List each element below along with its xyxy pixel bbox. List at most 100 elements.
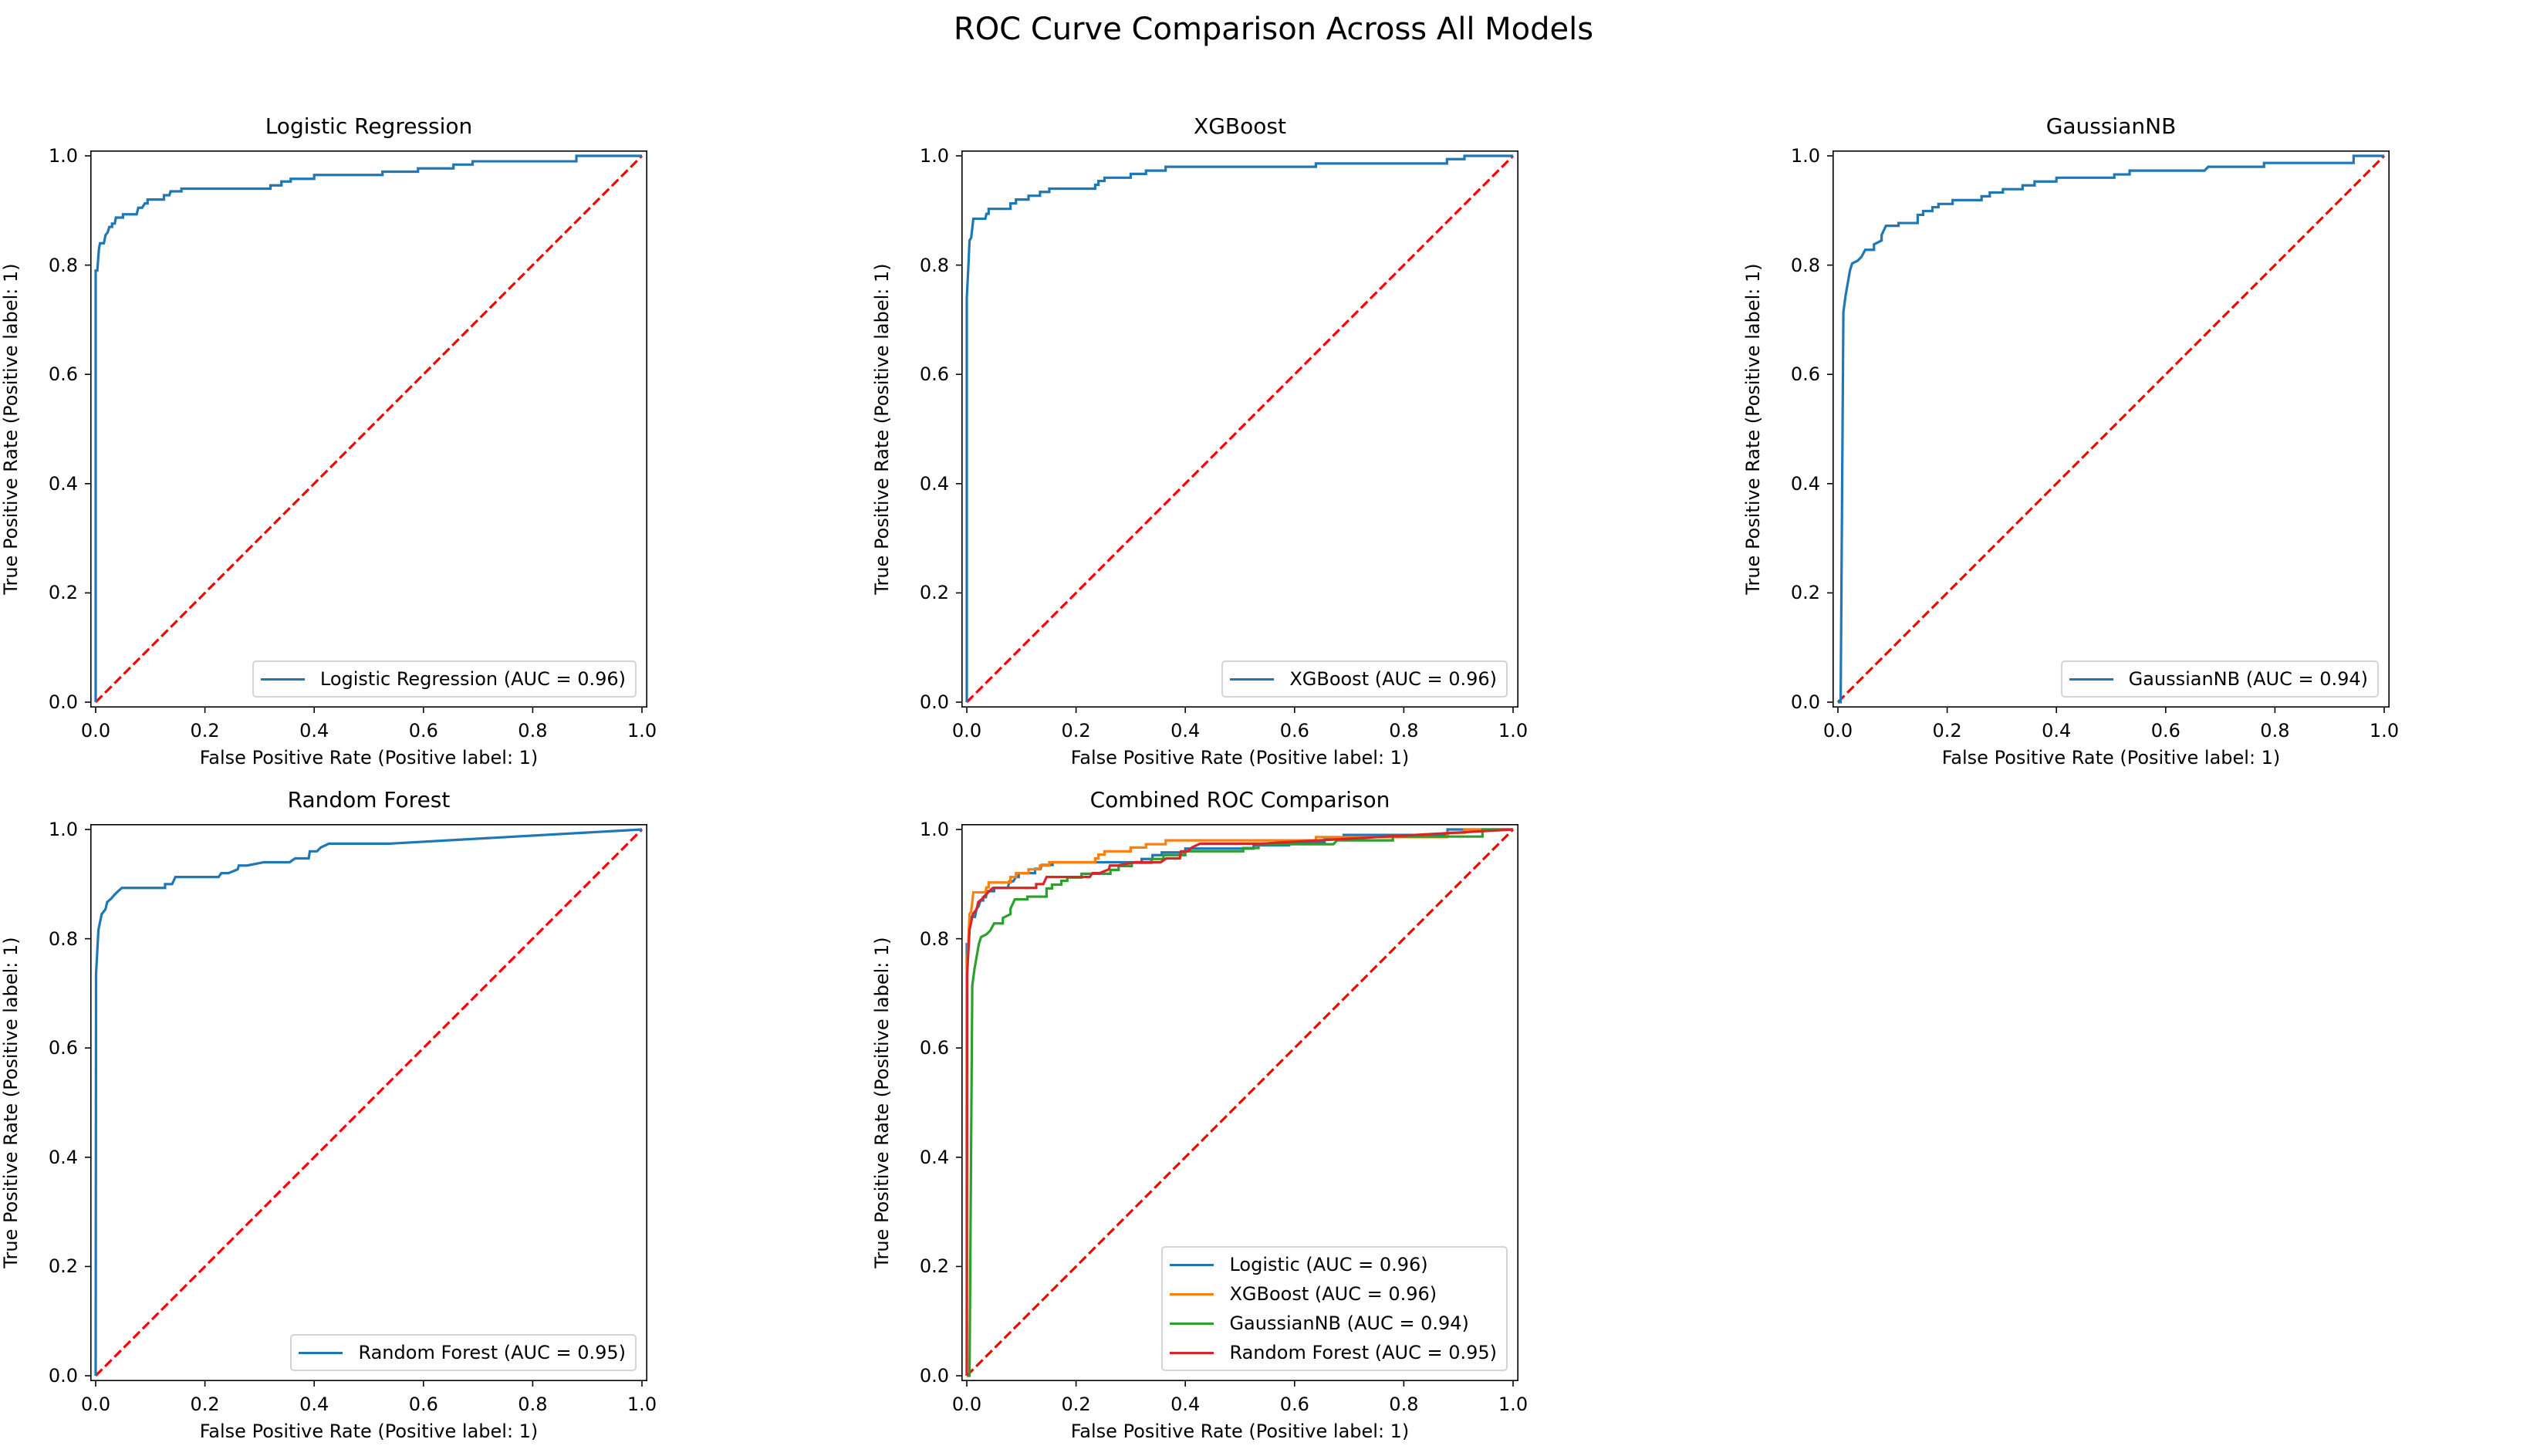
- legend-entry: GaussianNB (AUC = 0.94): [2069, 664, 2368, 694]
- subplot-title: GaussianNB: [2045, 113, 2177, 139]
- roc-curve-randomforest: [94, 828, 643, 1377]
- subplot-title: Random Forest: [287, 787, 451, 812]
- axes-frame: [1833, 150, 2390, 708]
- axes-frame: [90, 150, 648, 708]
- x-axis-label: False Positive Rate (Positive label: 1): [1070, 1421, 1410, 1442]
- legend-entry: Random Forest (AUC = 0.95): [1170, 1338, 1497, 1367]
- y-tick-label: 0.8: [919, 254, 949, 276]
- x-tick-label: 0.0: [951, 720, 982, 742]
- axes-frame: [961, 824, 1519, 1382]
- y-axis-label: True Positive Rate (Positive label: 1): [0, 263, 22, 595]
- legend-line-swatch: [2069, 677, 2113, 681]
- subplot-combined-roc-comparison: Combined ROC Comparison 0.0 0.0 0.2 0.2 0.4 0.…: [871, 787, 1528, 1442]
- x-tick-label: 1.0: [1498, 720, 1529, 742]
- x-axis-label: False Positive Rate (Positive label: 1): [1070, 747, 1410, 769]
- chance-diagonal-line: [94, 828, 644, 1377]
- y-tick-label: 0.0: [48, 691, 78, 713]
- y-axis-label: True Positive Rate (Positive label: 1): [1742, 263, 1764, 595]
- plot-area: [956, 150, 1519, 713]
- y-tick-label: 0.2: [48, 1255, 78, 1278]
- legend: GaussianNB (AUC = 0.94): [2060, 660, 2379, 698]
- x-tick-label: 1.0: [627, 720, 657, 742]
- subplot-xgboost: XGBoost 0.0 0.0 0.2 0.2 0.4 0.4 0.6 0.6 0.8 0.8 1.0…: [871, 113, 1528, 769]
- y-tick-label: 0.2: [1790, 582, 1820, 604]
- roc-curve-xgboost: [965, 828, 1513, 1376]
- chance-diagonal-line: [94, 154, 644, 704]
- y-tick-label: 0.8: [48, 254, 78, 276]
- y-tick-label: 1.0: [48, 145, 78, 167]
- x-tick-label: 0.6: [408, 720, 438, 742]
- x-tick-label: 0.6: [1279, 1394, 1309, 1415]
- x-tick-label: 0.6: [2150, 720, 2180, 742]
- plot-area: [85, 150, 648, 713]
- legend: Random Forest (AUC = 0.95): [290, 1334, 637, 1371]
- x-tick-label: 0.2: [1932, 720, 1962, 742]
- y-tick-label: 0.2: [919, 582, 949, 604]
- chance-diagonal-line: [965, 154, 1515, 704]
- y-tick-label: 0.0: [1790, 691, 1820, 713]
- y-tick-label: 0.6: [919, 363, 949, 386]
- plot-area: [956, 824, 1519, 1387]
- y-tick-label: 1.0: [919, 145, 949, 167]
- chance-diagonal-line: [1836, 154, 2386, 704]
- plot-area: [85, 824, 648, 1387]
- x-tick-label: 0.2: [190, 1394, 220, 1415]
- y-tick-label: 0.8: [48, 927, 78, 950]
- legend-entry: XGBoost (AUC = 0.96): [1230, 664, 1497, 694]
- x-tick-label: 0.8: [518, 720, 548, 742]
- roc-curve-xgboost: [965, 154, 1513, 702]
- x-tick-label: 0.0: [951, 1394, 982, 1415]
- plot-area: [1827, 150, 2390, 713]
- x-axis-label: False Positive Rate (Positive label: 1): [199, 1421, 539, 1442]
- legend-label: XGBoost (AUC = 0.96): [1289, 668, 1497, 690]
- legend-entry: XGBoost (AUC = 0.96): [1170, 1279, 1497, 1309]
- roc-curve-logistic: [94, 154, 642, 702]
- y-tick-label: 0.8: [1790, 254, 1820, 276]
- y-axis-label: True Positive Rate (Positive label: 1): [871, 263, 893, 595]
- subplot-title: XGBoost: [1194, 113, 1286, 139]
- y-tick-label: 0.8: [919, 927, 949, 950]
- legend-label: Random Forest (AUC = 0.95): [358, 1342, 626, 1363]
- y-tick-label: 0.4: [48, 1146, 78, 1168]
- subplot-title: Logistic Regression: [265, 113, 473, 139]
- y-tick-label: 1.0: [48, 819, 78, 840]
- x-tick-label: 0.8: [518, 1394, 548, 1415]
- x-tick-label: 0.0: [80, 1394, 111, 1415]
- legend-line-swatch: [1170, 1322, 1214, 1325]
- legend-label: XGBoost (AUC = 0.96): [1229, 1283, 1437, 1305]
- x-tick-label: 1.0: [2369, 720, 2400, 742]
- legend-line-swatch: [1170, 1292, 1214, 1296]
- y-tick-label: 0.2: [919, 1255, 949, 1278]
- figure-title: ROC Curve Comparison Across All Models: [953, 12, 1594, 47]
- legend: Logistic (AUC = 0.96) XGBoost (AUC = 0.96…: [1161, 1246, 1508, 1371]
- x-tick-label: 0.4: [1170, 1394, 1201, 1415]
- y-tick-label: 0.4: [48, 472, 78, 495]
- x-tick-label: 0.8: [1389, 720, 1419, 742]
- y-tick-label: 0.0: [919, 1365, 949, 1387]
- legend-line-swatch: [1170, 1351, 1214, 1354]
- x-tick-label: 0.4: [299, 720, 329, 742]
- legend-label: GaussianNB (AUC = 0.94): [2128, 668, 2368, 690]
- y-tick-label: 0.6: [1790, 363, 1820, 386]
- legend-label: GaussianNB (AUC = 0.94): [1229, 1312, 1469, 1334]
- x-tick-label: 0.2: [1061, 720, 1091, 742]
- subplot-logistic-regression: Logistic Regression 0.0 0.0 0.2 0.2 0.4 0.4 0.6…: [0, 113, 657, 769]
- y-tick-label: 0.2: [48, 582, 78, 604]
- x-tick-label: 0.0: [80, 720, 111, 742]
- legend-entry: Random Forest (AUC = 0.95): [299, 1338, 626, 1367]
- legend: XGBoost (AUC = 0.96): [1221, 660, 1508, 698]
- axes-frame: [90, 824, 648, 1382]
- x-tick-label: 1.0: [627, 1394, 657, 1415]
- subplot-random-forest: Random Forest 0.0 0.0 0.2 0.2 0.4 0.4 0.6 0.6 0.8…: [0, 787, 657, 1442]
- legend-entry: Logistic Regression (AUC = 0.96): [260, 664, 626, 694]
- legend: Logistic Regression (AUC = 0.96): [252, 660, 637, 698]
- x-tick-label: 0.4: [2042, 720, 2072, 742]
- x-tick-label: 0.8: [1389, 1394, 1419, 1415]
- x-tick-label: 0.8: [2260, 720, 2290, 742]
- subplot-title: Combined ROC Comparison: [1089, 787, 1390, 812]
- y-tick-label: 0.6: [48, 1037, 78, 1059]
- y-axis-label: True Positive Rate (Positive label: 1): [0, 937, 22, 1269]
- legend-entry: GaussianNB (AUC = 0.94): [1170, 1309, 1497, 1338]
- x-tick-label: 0.2: [1061, 1394, 1091, 1415]
- y-tick-label: 1.0: [919, 819, 949, 840]
